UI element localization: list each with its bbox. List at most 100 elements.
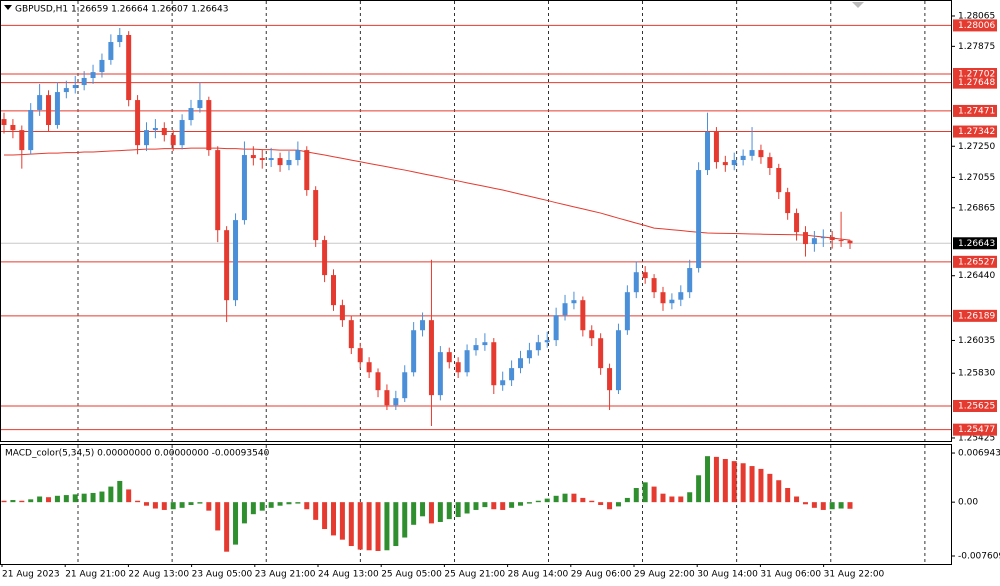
- macd-bar: [143, 502, 149, 506]
- macd-bar: [188, 502, 194, 505]
- candle-body: [749, 150, 755, 156]
- macd-bar: [642, 482, 648, 503]
- candle-body: [794, 213, 800, 233]
- candle-body: [304, 150, 310, 191]
- indicator-title: MACD_color(5,34,5) 0.00000000 0.00000000…: [5, 449, 270, 459]
- macd-bar: [607, 502, 613, 510]
- macd-bar: [63, 495, 69, 503]
- macd-bar: [152, 502, 158, 509]
- macd-bar: [322, 502, 328, 530]
- candle-body: [428, 320, 434, 396]
- y-tick-label: 1.26035: [958, 336, 995, 346]
- macd-bar: [206, 502, 212, 511]
- macd-bar: [500, 502, 506, 510]
- candle-body: [535, 342, 541, 351]
- candle-body: [117, 35, 123, 43]
- x-tick-label: 23 Aug 05:00: [192, 570, 253, 580]
- moving-average: [4, 147, 851, 241]
- level-label: 1.27702: [958, 70, 995, 80]
- candle-body: [598, 338, 604, 369]
- level-label-box: [953, 255, 997, 268]
- indicator-tick-label: 0.00: [958, 498, 978, 508]
- level-label-box: [953, 76, 997, 89]
- macd-bar: [108, 486, 114, 503]
- candle-body: [624, 292, 630, 331]
- candle-body: [295, 150, 301, 161]
- macd-bar: [553, 495, 559, 503]
- macd-bar: [241, 502, 247, 524]
- candle-body: [811, 238, 817, 245]
- level-label: 1.25477: [958, 425, 995, 435]
- macd-bar: [767, 473, 773, 503]
- candle-body: [500, 380, 506, 386]
- candle-body: [615, 330, 621, 391]
- price-pane: [0, 0, 952, 442]
- candle-body: [509, 368, 515, 381]
- x-tick-label: 29 Aug 22:00: [634, 570, 695, 580]
- candle-body: [375, 372, 381, 391]
- macd-bar: [420, 502, 426, 517]
- macd-bar: [811, 502, 817, 508]
- macd-bar: [473, 502, 479, 510]
- macd-bar: [794, 496, 800, 503]
- candle-body: [384, 390, 390, 406]
- candle-body: [108, 42, 114, 60]
- candle-body: [473, 345, 479, 351]
- macd-bar: [660, 493, 666, 503]
- y-tick-label: 1.28065: [958, 11, 995, 21]
- level-label: 1.27471: [958, 106, 995, 116]
- candle-body: [722, 162, 728, 166]
- macd-bar: [526, 502, 532, 504]
- candle-body: [170, 135, 176, 146]
- macd-bar: [829, 502, 835, 510]
- level-label-box: [953, 423, 997, 436]
- macd-bar: [384, 502, 390, 551]
- candle-body: [215, 150, 221, 231]
- macd-bar: [562, 493, 568, 503]
- candle-body: [642, 272, 648, 279]
- candle-body: [126, 35, 132, 101]
- candle-body: [580, 300, 586, 331]
- chart-title: GBPUSD,H1 1.26659 1.26664 1.26607 1.2664…: [15, 5, 228, 15]
- y-tick-label: 1.25830: [958, 369, 995, 379]
- candle-body: [366, 362, 372, 373]
- macd-bar: [464, 502, 470, 514]
- level-label-box: [953, 19, 997, 32]
- menu-icon: [4, 5, 12, 10]
- macd-bar: [339, 502, 345, 540]
- macd-bar: [161, 502, 167, 510]
- candle-body: [740, 155, 746, 161]
- level-label: 1.26527: [958, 257, 995, 267]
- macd-bar: [268, 502, 274, 508]
- candle-body: [820, 237, 826, 239]
- macd-bar: [455, 502, 461, 518]
- candle-body: [393, 398, 399, 406]
- candle-body: [464, 350, 470, 373]
- current-price-label: 1.26643: [958, 239, 995, 249]
- candle-body: [188, 108, 194, 121]
- indicator-tick-label: -0.007609: [958, 551, 1000, 561]
- macd-bar: [838, 502, 844, 509]
- macd-bar: [402, 502, 408, 538]
- macd-bar: [518, 502, 524, 506]
- candle-body: [829, 237, 835, 241]
- candle-body: [411, 330, 417, 373]
- candle-body: [651, 278, 657, 293]
- candle-body: [420, 320, 426, 331]
- candle-body: [802, 232, 808, 245]
- level-label: 1.26189: [958, 311, 995, 321]
- candle-body: [785, 192, 791, 214]
- macd-bar: [348, 502, 354, 547]
- candle-body: [553, 315, 559, 341]
- candle-body: [28, 109, 34, 151]
- candle-body: [633, 272, 639, 293]
- x-tick-label: 28 Aug 14:00: [508, 570, 569, 580]
- candle-body: [19, 130, 25, 151]
- candle-body: [776, 167, 782, 193]
- candle-body: [46, 95, 52, 125]
- x-tick-label: 24 Aug 13:00: [318, 570, 379, 580]
- macd-bar: [90, 492, 96, 503]
- macd-bar: [651, 486, 657, 503]
- macd-bar: [785, 488, 791, 503]
- macd-bar: [46, 497, 52, 503]
